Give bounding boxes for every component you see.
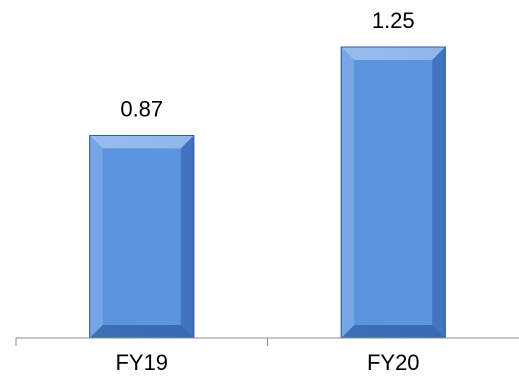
- bars-group: [89, 46, 446, 339]
- tick-label-fy20: FY20: [367, 350, 420, 375]
- data-label-fy20: 1.25: [372, 8, 415, 33]
- data-label-fy19: 0.87: [120, 96, 163, 121]
- bar-fy20: [340, 46, 446, 339]
- tick-label-fy19: FY19: [115, 350, 168, 375]
- x-axis-ticks: [15, 338, 268, 346]
- data-labels-group: 0.87 1.25: [120, 8, 414, 121]
- x-axis-tick-labels: FY19 FY20: [115, 350, 419, 375]
- bar-fy19: [89, 134, 195, 339]
